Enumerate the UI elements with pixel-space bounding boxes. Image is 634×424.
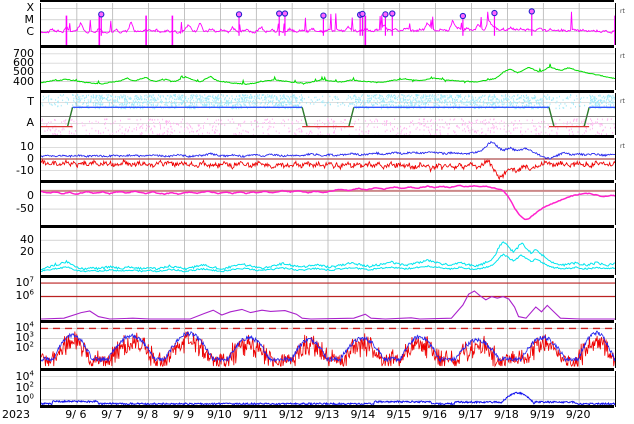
kp-proton-density-plot <box>41 228 615 275</box>
panel-separator-6 <box>40 320 614 323</box>
high-energy-flux-ytick-1: 106 <box>15 288 34 303</box>
temperature-angle-panel <box>40 93 616 135</box>
imf-bz-by-ytick-0: 10 <box>20 140 34 154</box>
xray-flux-right-label: rt <box>620 8 625 15</box>
solar-wind-speed-plot <box>41 48 615 90</box>
solar-wind-speed-ytick-0: 700 <box>13 46 34 60</box>
panel-separator-5 <box>40 275 614 278</box>
proton-electron-flux-ytick-1: 103 <box>15 330 34 345</box>
x-tick-920: 9/20 <box>565 408 591 421</box>
x-tick-915: 9/15 <box>386 408 412 421</box>
cyan-index-panel <box>40 228 616 275</box>
panel-separator-4 <box>40 225 614 228</box>
xray-flux-ytick-0: X <box>26 1 34 15</box>
proton-electron-flux-ytick-0: 104 <box>15 320 34 335</box>
plot-top-border <box>40 0 614 2</box>
proton-electron-flux-ytick-2: 102 <box>15 340 34 355</box>
temperature-angle-ytick-1: A <box>26 116 34 130</box>
imf-bz-by-ytick-2: -10 <box>16 163 34 177</box>
x-tick-96: 9/ 6 <box>65 408 87 421</box>
imf-components-panel <box>40 138 616 180</box>
proton-electron-flux-plot <box>41 323 615 368</box>
xray-flux-ytick-1: M <box>24 12 35 26</box>
solar-wind-speed-right-label: rt <box>620 53 625 60</box>
solar-wind-speed-ytick-1: 600 <box>13 56 34 70</box>
solar-wind-speed-ytick-2: 500 <box>13 65 34 79</box>
low-flux-panel <box>40 371 616 407</box>
x-tick-98: 9/ 8 <box>137 408 159 421</box>
panel-separator-8 <box>40 405 614 408</box>
imf-bz-by-ytick-1: 0 <box>27 152 34 165</box>
temperature-angle-right-label: rt <box>620 98 625 105</box>
x-tick-913: 9/13 <box>314 408 340 421</box>
x-tick-912: 9/12 <box>278 408 304 421</box>
panel-separator-2 <box>40 135 614 138</box>
imf-bz-by-right-label: rt <box>620 143 625 150</box>
x-tick-918: 9/18 <box>494 408 519 421</box>
high-energy-flux-plot <box>41 278 615 320</box>
solar-wind-speed-panel <box>40 48 616 90</box>
dst-index-ytick-0: 0 <box>27 188 34 202</box>
dst-index-ytick-1: -50 <box>16 202 34 216</box>
x-tick-911: 9/11 <box>242 408 268 421</box>
kp-proton-density-ytick-1: 20 <box>20 245 34 259</box>
low-flux-ytick-1: 102 <box>15 380 34 395</box>
xray-flux-plot <box>41 3 615 45</box>
kp-proton-density-ytick-0: 40 <box>20 233 34 247</box>
xray-flux-ytick-2: C <box>26 24 34 38</box>
x-tick-917: 9/17 <box>458 408 483 421</box>
panel-separator-7 <box>40 368 614 371</box>
high-energy-flux-panel <box>40 278 616 320</box>
x-tick-99: 9/ 9 <box>172 408 195 421</box>
dst-index-panel <box>40 183 616 225</box>
temperature-angle-ytick-0: T <box>27 95 34 109</box>
imf-bz-by-plot <box>41 138 615 180</box>
low-flux-plot <box>41 371 615 407</box>
temperature-angle-plot <box>41 93 615 135</box>
x-tick-919: 9/19 <box>529 408 555 421</box>
panel-separator-3 <box>40 180 614 183</box>
x-tick-97: 9/ 7 <box>101 408 123 421</box>
x-axis-year-label: 2023 <box>2 408 30 421</box>
solar-wind-speed-ytick-3: 400 <box>13 74 34 88</box>
xray-flux-panel <box>40 3 616 45</box>
x-tick-910: 9/10 <box>207 408 232 421</box>
dst-index-plot <box>41 183 615 225</box>
proton-electron-flux-panel <box>40 323 616 368</box>
panel-separator-1 <box>40 90 614 93</box>
x-tick-916: 9/16 <box>422 408 447 421</box>
x-tick-914: 9/14 <box>350 408 376 421</box>
low-flux-ytick-2: 100 <box>15 392 34 406</box>
high-energy-flux-ytick-0: 107 <box>15 275 34 290</box>
low-flux-ytick-0: 104 <box>15 369 34 383</box>
panel-separator-0 <box>40 45 614 48</box>
